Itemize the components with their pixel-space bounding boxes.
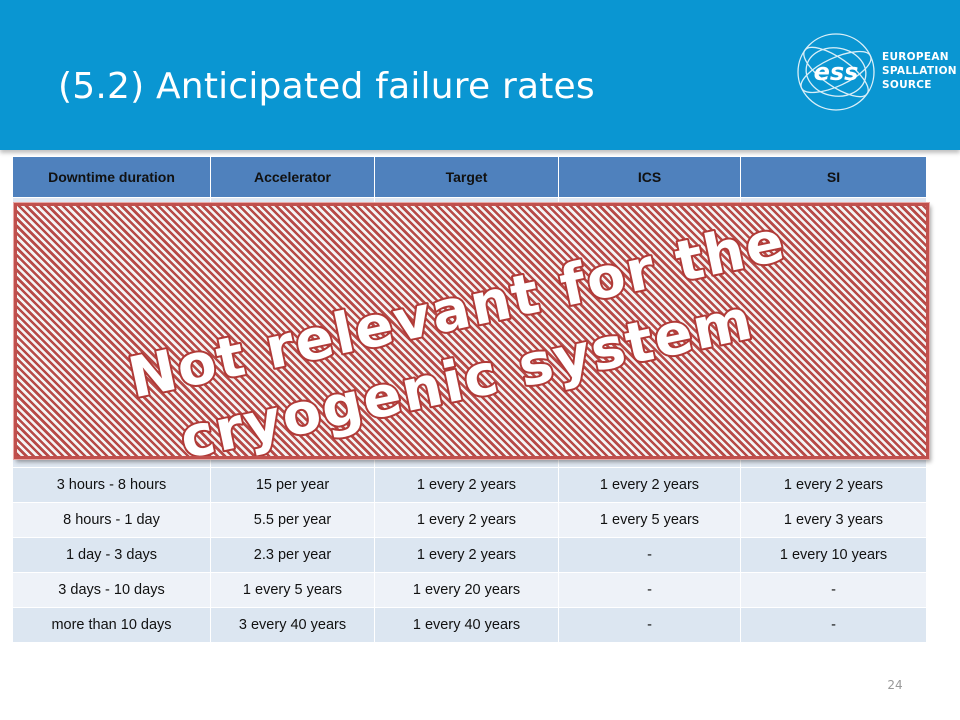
cell-target: 1 every 2 years <box>374 467 559 503</box>
table-row: 1 day - 3 days 2.3 per year 1 every 2 ye… <box>12 537 927 573</box>
logo-wordmark: EUROPEAN SPALLATION SOURCE <box>882 50 957 92</box>
table-header-row: Downtime duration Accelerator Target ICS… <box>12 156 927 198</box>
overlay-text-art: Not relevant for the cryogenic system <box>121 207 793 456</box>
cell-si: 1 every 3 years <box>740 502 927 538</box>
cell-ics: - <box>558 572 741 608</box>
cell-ics: - <box>558 607 741 643</box>
cell-ics: 1 every 5 years <box>558 502 741 538</box>
table-row: 8 hours - 1 day 5.5 per year 1 every 2 y… <box>12 502 927 538</box>
logo-line-1: EUROPEAN <box>882 51 949 63</box>
page-number: 24 <box>887 678 903 692</box>
header-target: Target <box>374 156 559 198</box>
header-si: SI <box>740 156 927 198</box>
cell-duration: 3 days - 10 days <box>12 572 211 608</box>
cell-target: 1 every 40 years <box>374 607 559 643</box>
cell-duration: 8 hours - 1 day <box>12 502 211 538</box>
logo-line-2: SPALLATION <box>882 65 957 77</box>
cell-target: 1 every 2 years <box>374 537 559 573</box>
cell-si: 1 every 10 years <box>740 537 927 573</box>
header-accelerator: Accelerator <box>210 156 375 198</box>
table-row: 3 days - 10 days 1 every 5 years 1 every… <box>12 572 927 608</box>
cell-accelerator: 1 every 5 years <box>210 572 375 608</box>
cell-accelerator: 2.3 per year <box>210 537 375 573</box>
logo-mark: ess <box>814 58 859 86</box>
slide-title: (5.2) Anticipated failure rates <box>58 66 595 107</box>
table-row: more than 10 days 3 every 40 years 1 eve… <box>12 607 927 643</box>
ess-logo-icon: ess <box>797 33 875 111</box>
cell-accelerator: 3 every 40 years <box>210 607 375 643</box>
not-relevant-overlay: Not relevant for the cryogenic system <box>14 203 929 459</box>
cell-accelerator: 15 per year <box>210 467 375 503</box>
cell-duration: 1 day - 3 days <box>12 537 211 573</box>
header-ics: ICS <box>558 156 741 198</box>
slide-header: (5.2) Anticipated failure rates ess EURO… <box>0 0 960 150</box>
cell-si: - <box>740 607 927 643</box>
cell-target: 1 every 20 years <box>374 572 559 608</box>
cell-accelerator: 5.5 per year <box>210 502 375 538</box>
cell-si: - <box>740 572 927 608</box>
cell-ics: 1 every 2 years <box>558 467 741 503</box>
cell-target: 1 every 2 years <box>374 502 559 538</box>
cell-si: 1 every 2 years <box>740 467 927 503</box>
table-row: 3 hours - 8 hours 15 per year 1 every 2 … <box>12 467 927 503</box>
cell-ics: - <box>558 537 741 573</box>
cell-duration: more than 10 days <box>12 607 211 643</box>
logo-line-3: SOURCE <box>882 79 932 91</box>
cell-duration: 3 hours - 8 hours <box>12 467 211 503</box>
header-downtime-duration: Downtime duration <box>12 156 211 198</box>
